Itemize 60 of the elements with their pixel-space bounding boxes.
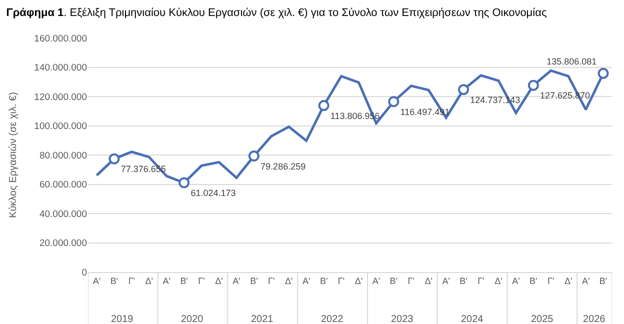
x-tick-label: Γ' — [198, 276, 206, 286]
point — [528, 80, 539, 91]
x-tick-label: Γ' — [408, 276, 415, 286]
point — [108, 153, 120, 164]
text: 2025 — [531, 314, 554, 324]
y-tick-label: 60.000.000 — [39, 180, 87, 191]
x-tick-label: Α' — [92, 276, 101, 286]
text: 2022 — [321, 314, 344, 324]
x-tick-label: Γ' — [128, 276, 136, 286]
x-tick-label: Γ' — [478, 276, 485, 286]
x-tick-label: Β' — [530, 276, 538, 286]
x-tick-label: Β' — [390, 276, 398, 286]
text: 2024 — [461, 314, 484, 324]
x-tick-label: Δ' — [354, 276, 363, 286]
x-tick-label: Β' — [599, 276, 608, 286]
y-tick-label: 120.000.000 — [34, 92, 87, 103]
x-tick-label: Α' — [302, 276, 310, 286]
point — [458, 84, 470, 96]
x-tick-label: Α' — [372, 276, 380, 286]
x-tick-label: Δ' — [215, 276, 224, 286]
y-tick-label: 80.000.000 — [39, 150, 87, 162]
x-tick-label: Β' — [110, 276, 118, 286]
x-tick-label: Γ' — [268, 276, 276, 286]
y-tick-label: 20.000.000 — [39, 238, 87, 250]
x-tick-label: Α' — [512, 276, 520, 286]
x-tick-label: Β' — [180, 276, 188, 286]
x-tick-label: Γ' — [338, 276, 345, 286]
point — [318, 100, 330, 112]
x-tick-label: Γ' — [548, 276, 554, 286]
x-tick-label: Α' — [232, 276, 241, 286]
y-tick-label: 140.000.000 — [34, 62, 87, 74]
x-tick-label: Α' — [162, 276, 171, 286]
point — [388, 96, 400, 108]
text: 2020 — [181, 314, 204, 324]
y-tick-label: 100.000.000 — [34, 121, 87, 132]
data-label: 79.286.259 — [260, 161, 306, 172]
point — [248, 150, 260, 162]
x-tick-label: Δ' — [145, 276, 154, 286]
chart-title: Γράφημα 1. Εξέλιξη Τριμηνιαίου Κύκλου Εργασιών (σε χιλ. €) για το Σύνολο των Επιχειρήσεων της Οικονομίας — [6, 6, 547, 19]
text: 2023 — [391, 314, 414, 324]
x-tick-label: Α' — [582, 276, 590, 286]
y-tick-label: 40.000.000 — [39, 208, 87, 220]
x-tick-label: Δ' — [494, 276, 503, 286]
x-tick-label: Β' — [460, 276, 468, 286]
x-tick-label: Β' — [250, 276, 258, 286]
data-label: 61.024.173 — [190, 188, 236, 198]
x-tick-label: Δ' — [564, 276, 572, 286]
y-tick-label: 0 — [82, 267, 87, 278]
text: 2021 — [251, 314, 274, 324]
x-tick-label: Β' — [320, 276, 328, 286]
point — [598, 68, 609, 79]
y-axis-title: Κύκλος Εργασιών (σε χιλ. €) — [8, 92, 20, 218]
x-tick-label: Α' — [442, 276, 450, 286]
text: 2019 — [111, 314, 134, 324]
x-tick-label: Δ' — [424, 276, 433, 286]
y-tick-label: 160.000.000 — [34, 33, 87, 44]
data-label: 135.806.081 — [546, 56, 597, 67]
x-tick-label: Δ' — [285, 276, 294, 286]
point — [178, 177, 190, 188]
text: 2026 — [583, 314, 606, 324]
